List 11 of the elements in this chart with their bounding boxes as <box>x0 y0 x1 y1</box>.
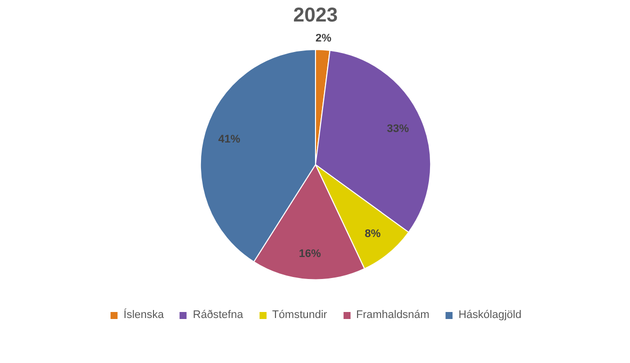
legend-label: Ráðstefna <box>192 309 244 321</box>
legend-label: Háskólagjöld <box>458 309 522 321</box>
data-label: 8% <box>364 228 381 240</box>
legend-label: Íslenska <box>124 309 164 321</box>
data-label: 33% <box>386 122 410 135</box>
legend-label: Framhaldsnám <box>356 309 430 321</box>
data-label: 41% <box>218 134 241 146</box>
chart-title: 2023 <box>293 4 338 26</box>
data-label: 2% <box>316 32 332 44</box>
legend-label: Tómstundir <box>272 309 328 321</box>
data-label: 16% <box>298 248 322 260</box>
